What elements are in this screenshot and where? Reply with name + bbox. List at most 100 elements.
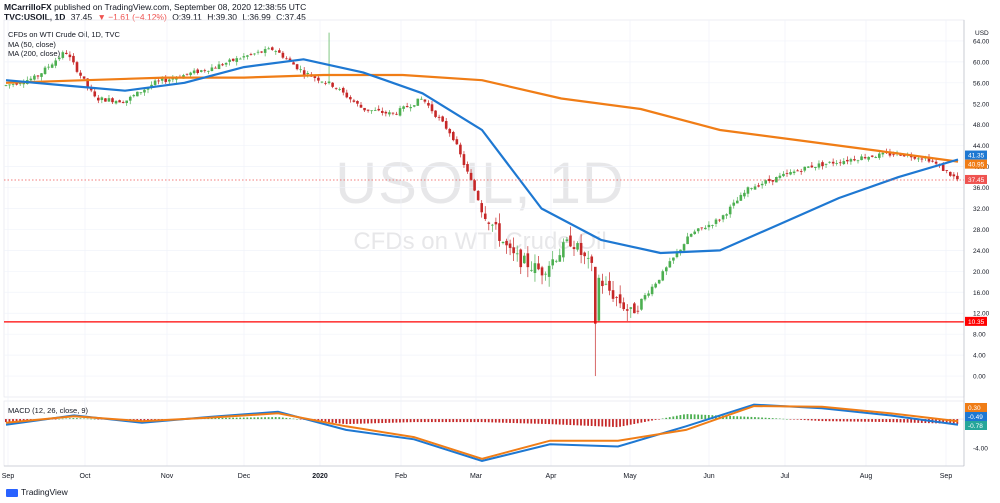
candle-body	[68, 54, 72, 58]
macd-histogram-bar	[778, 418, 781, 420]
brand-name[interactable]: TradingView	[21, 487, 68, 497]
macd-histogram-bar	[523, 419, 526, 424]
macd-histogram-bar	[562, 419, 565, 425]
macd-histogram-bar	[530, 419, 533, 424]
candle-body	[341, 87, 345, 93]
macd-histogram-bar	[470, 419, 472, 423]
candle-body	[128, 96, 132, 101]
candle-body	[654, 283, 657, 288]
macd-histogram-bar	[796, 419, 799, 420]
macd-histogram-bar	[739, 416, 742, 420]
candle-body	[672, 257, 675, 261]
symbol-label[interactable]: TVC:USOIL, 1D	[4, 12, 66, 22]
candle-body	[728, 206, 732, 215]
macd-histogram-bar	[502, 419, 504, 423]
x-tick-label: Dec	[238, 473, 251, 480]
candle-body	[753, 186, 757, 190]
candle-body	[558, 255, 562, 262]
macd-histogram-bar	[210, 418, 213, 420]
macd-histogram-bar	[225, 417, 227, 420]
candle-body	[231, 58, 235, 61]
macd-histogram-bar	[409, 419, 412, 423]
candle-body	[473, 180, 476, 191]
macd-histogram-bar	[360, 419, 362, 424]
candle-body	[814, 166, 817, 168]
macd-histogram-bar	[484, 419, 487, 423]
candle-body	[171, 78, 175, 80]
macd-histogram-bar	[416, 419, 419, 423]
candle-body	[817, 163, 821, 168]
publish-info: published on TradingView.com, September …	[54, 2, 307, 12]
candle-body	[313, 76, 317, 78]
candle-body	[150, 84, 153, 87]
ma50-legend[interactable]: MA (50, close)	[8, 39, 56, 49]
candle-body	[320, 81, 324, 83]
candle-body	[810, 165, 814, 168]
macd-histogram-bar	[661, 418, 664, 420]
macd-histogram-bar	[367, 419, 369, 424]
price-label-bg	[965, 150, 987, 160]
candle-body	[228, 59, 231, 62]
macd-histogram-bar	[374, 419, 376, 424]
y-tick-label: 24.00	[973, 248, 990, 255]
macd-histogram-bar	[331, 419, 334, 423]
macd-histogram-bar	[942, 419, 944, 424]
macd-histogram-bar	[761, 417, 763, 420]
tradingview-logo-icon	[6, 488, 18, 497]
candle-body	[807, 166, 810, 168]
candle-body	[956, 175, 959, 180]
macd-histogram-bar	[878, 419, 881, 422]
candle-body	[260, 51, 263, 53]
candle-body	[604, 283, 608, 285]
macd-histogram-bar	[370, 419, 373, 424]
candle-body	[675, 252, 679, 258]
candle-body	[427, 102, 430, 106]
macd-histogram-bar	[296, 419, 298, 420]
candle-body	[682, 244, 686, 251]
candle-body	[640, 298, 643, 310]
candle-body	[625, 309, 629, 311]
macd-histogram-bar	[750, 416, 753, 420]
macd-histogram-bar	[604, 419, 607, 427]
macd-histogram-bar	[573, 419, 575, 426]
author-name[interactable]: MCarrilloFX	[4, 2, 52, 12]
macd-histogram-bar	[345, 419, 348, 425]
candle-body	[643, 295, 647, 300]
candle-body	[934, 161, 938, 164]
y-tick-label: 12.00	[973, 311, 990, 318]
candle-body	[952, 174, 956, 177]
candle-body	[395, 113, 398, 115]
candle-body	[764, 180, 767, 184]
macd-histogram-bar	[65, 418, 68, 420]
y-tick-label: 20.00	[973, 269, 990, 276]
candle-body	[459, 144, 462, 155]
candle-body	[377, 108, 381, 111]
macd-histogram-bar	[526, 419, 529, 424]
candle-body	[292, 62, 295, 65]
ma200-line	[5, 73, 959, 163]
y-tick-label: 32.00	[973, 206, 990, 213]
macd-pane-frame	[3, 400, 965, 467]
candle-body	[650, 286, 654, 295]
ma200-legend[interactable]: MA (200, close)	[8, 49, 61, 58]
macd-histogram-bar	[505, 419, 508, 423]
candle-body	[636, 310, 640, 312]
candle-body	[540, 267, 544, 276]
candle-body	[846, 159, 849, 162]
macd-histogram-bar	[764, 417, 767, 420]
candle-body	[547, 265, 551, 277]
chart-header: MCarrilloFX published on TradingView.com…	[4, 2, 309, 22]
candle-body	[618, 294, 622, 304]
candle-body	[554, 260, 558, 262]
candle-body	[160, 78, 164, 81]
candle-body	[867, 156, 870, 160]
candle-body	[423, 99, 427, 102]
chart-title[interactable]: CFDs on WTI Crude Oil, 1D, TVC	[8, 30, 120, 39]
candle-body	[693, 231, 696, 235]
macd-histogram-bar	[381, 419, 384, 424]
macd-histogram-bar	[61, 418, 64, 420]
macd-histogram-bar	[814, 419, 817, 421]
candle-body	[491, 224, 494, 226]
macd-legend[interactable]: MACD (12, 26, close, 9)	[8, 406, 89, 415]
